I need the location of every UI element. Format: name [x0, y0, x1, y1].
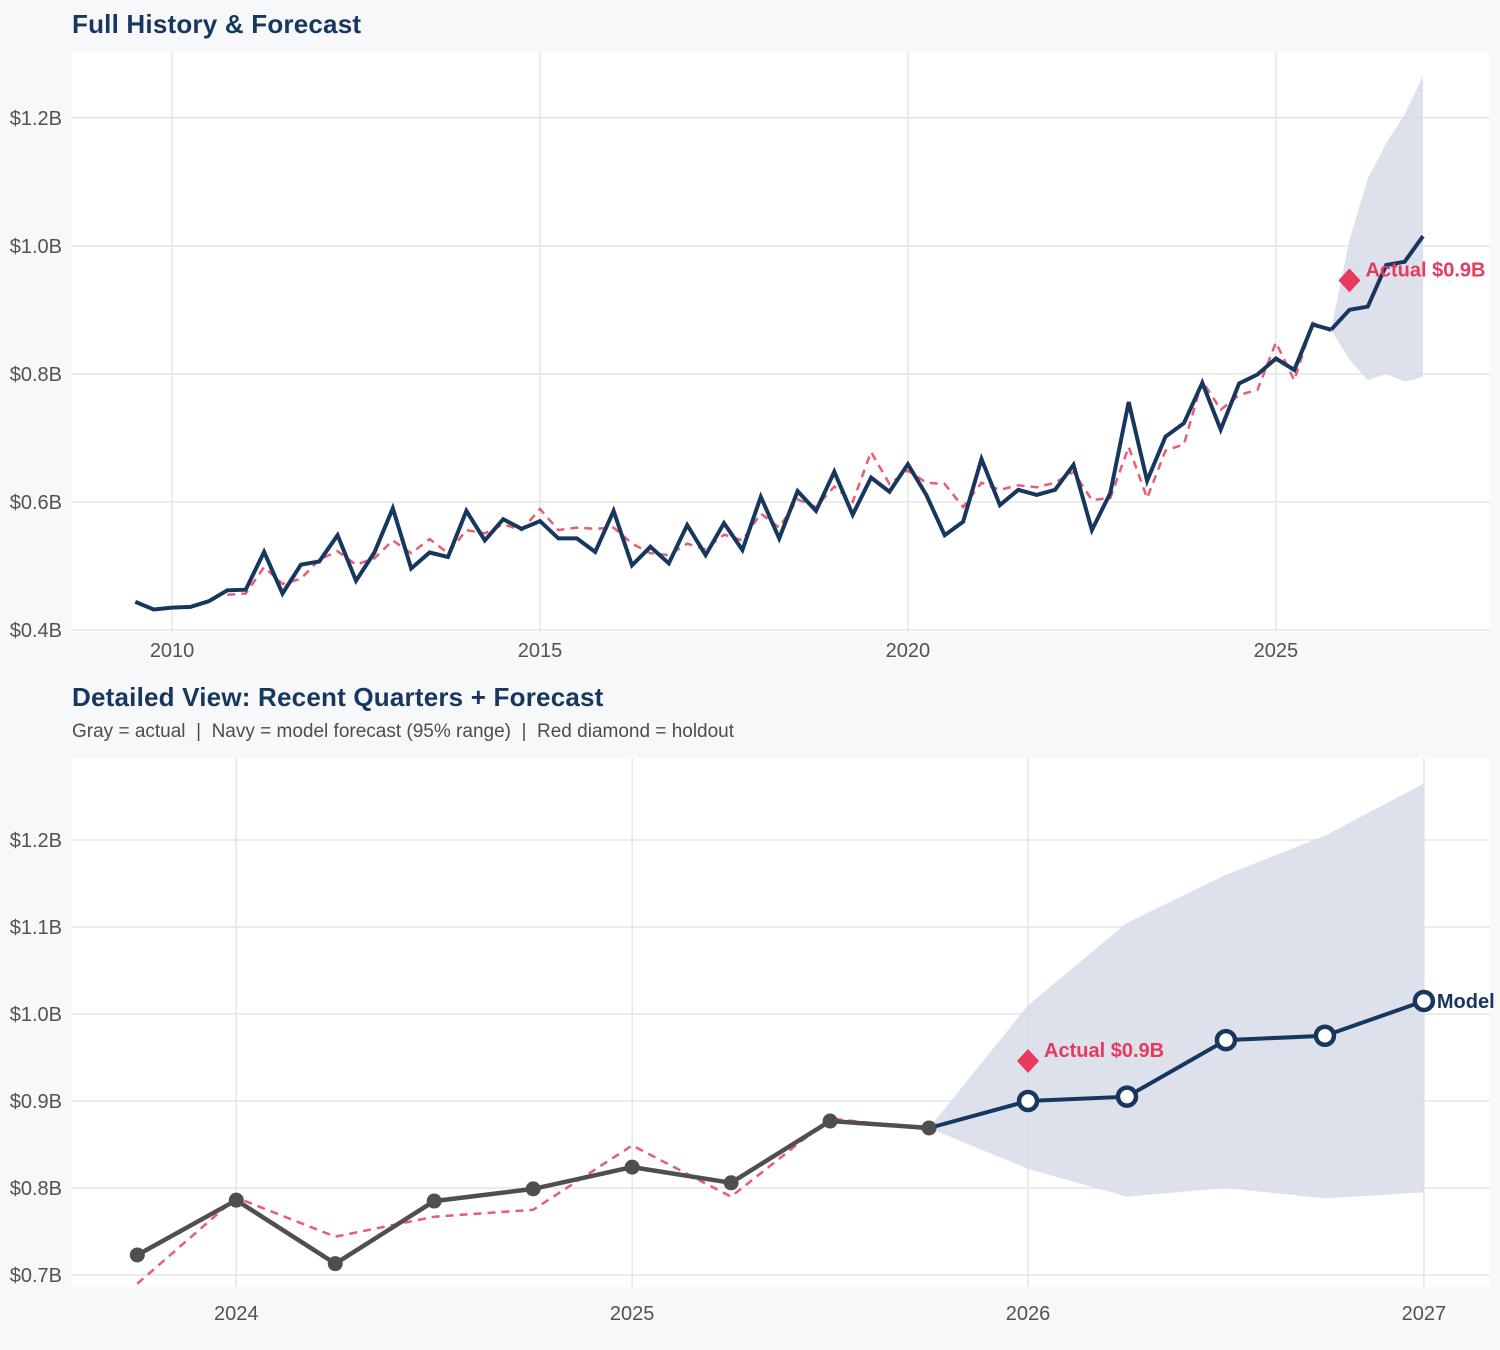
forecast-point-marker	[1214, 1028, 1238, 1052]
forecast-confidence-band	[1331, 76, 1423, 382]
actual-forecast-junction-marker	[922, 1121, 936, 1135]
y-tick-label: $1.0B	[10, 236, 62, 258]
full-history-chart: $0.4B $0.6B $0.8B $1.0B $1.2B 2010 2015 2020 202…	[10, 53, 1490, 662]
detailed-view-chart: $0.7B $0.8B $0.9B $1.0B $1.1B $1.2B 2024 2025 20…	[10, 758, 1495, 1325]
holdout-annotation: Actual $0.9B	[1365, 259, 1485, 281]
x-tick-label: 2024	[214, 1303, 259, 1325]
detailed-view-legend-subtitle: Gray = actual | Navy = model forecast (9…	[72, 721, 735, 742]
y-tick-label: $0.6B	[10, 492, 62, 514]
x-tick-label: 2027	[1402, 1303, 1447, 1325]
actual-point-marker	[525, 1181, 541, 1197]
full-history-chart-title: Full History & Forecast	[72, 9, 362, 39]
actual-point-marker	[129, 1247, 145, 1263]
forecast-line	[928, 999, 1425, 1130]
plot-area	[72, 53, 1490, 632]
y-tick-label: $1.0B	[10, 1004, 62, 1026]
holdout-annotation: Actual $0.9B	[1044, 1040, 1164, 1062]
actual-line	[134, 322, 1332, 612]
x-tick-label: 2010	[150, 640, 195, 662]
forecast-point-marker	[1115, 1085, 1139, 1108]
y-tick-label: $0.4B	[10, 620, 62, 642]
gridlines	[72, 53, 1490, 632]
forecast-confidence-band	[929, 783, 1424, 1199]
x-tick-label: 2015	[518, 640, 563, 662]
model-line-label: Model	[1437, 991, 1495, 1013]
forecast-point-marker	[1412, 989, 1436, 1013]
y-tick-label: $0.8B	[10, 1178, 62, 1200]
holdout-diamond-icon	[1338, 268, 1361, 293]
y-tick-label: $0.8B	[10, 364, 62, 386]
x-tick-label: 2025	[1254, 640, 1299, 662]
model-fit-line	[136, 1117, 930, 1285]
y-tick-label: $1.1B	[10, 917, 62, 939]
actual-point-marker	[723, 1175, 739, 1191]
actual-point-marker	[228, 1192, 244, 1208]
x-tick-label: 2025	[610, 1303, 655, 1325]
forecast-point-marker	[1016, 1089, 1040, 1113]
actual-point-marker	[822, 1113, 838, 1129]
actual-point-marker	[624, 1159, 640, 1175]
model-fit-line	[227, 320, 1332, 597]
x-tick-label: 2026	[1006, 1303, 1051, 1325]
y-tick-label: $1.2B	[10, 108, 62, 130]
forecast-point-marker	[1313, 1024, 1337, 1048]
actual-point-marker	[327, 1256, 343, 1272]
detailed-view-chart-title: Detailed View: Recent Quarters + Forecas…	[72, 682, 604, 712]
holdout-diamond-icon	[1017, 1048, 1040, 1073]
y-tick-label: $0.7B	[10, 1265, 62, 1287]
forecast-line	[1329, 235, 1425, 332]
actual-point-marker	[426, 1193, 442, 1209]
y-tick-label: $1.2B	[10, 830, 62, 852]
x-tick-label: 2020	[886, 640, 931, 662]
y-tick-label: $0.9B	[10, 1091, 62, 1113]
